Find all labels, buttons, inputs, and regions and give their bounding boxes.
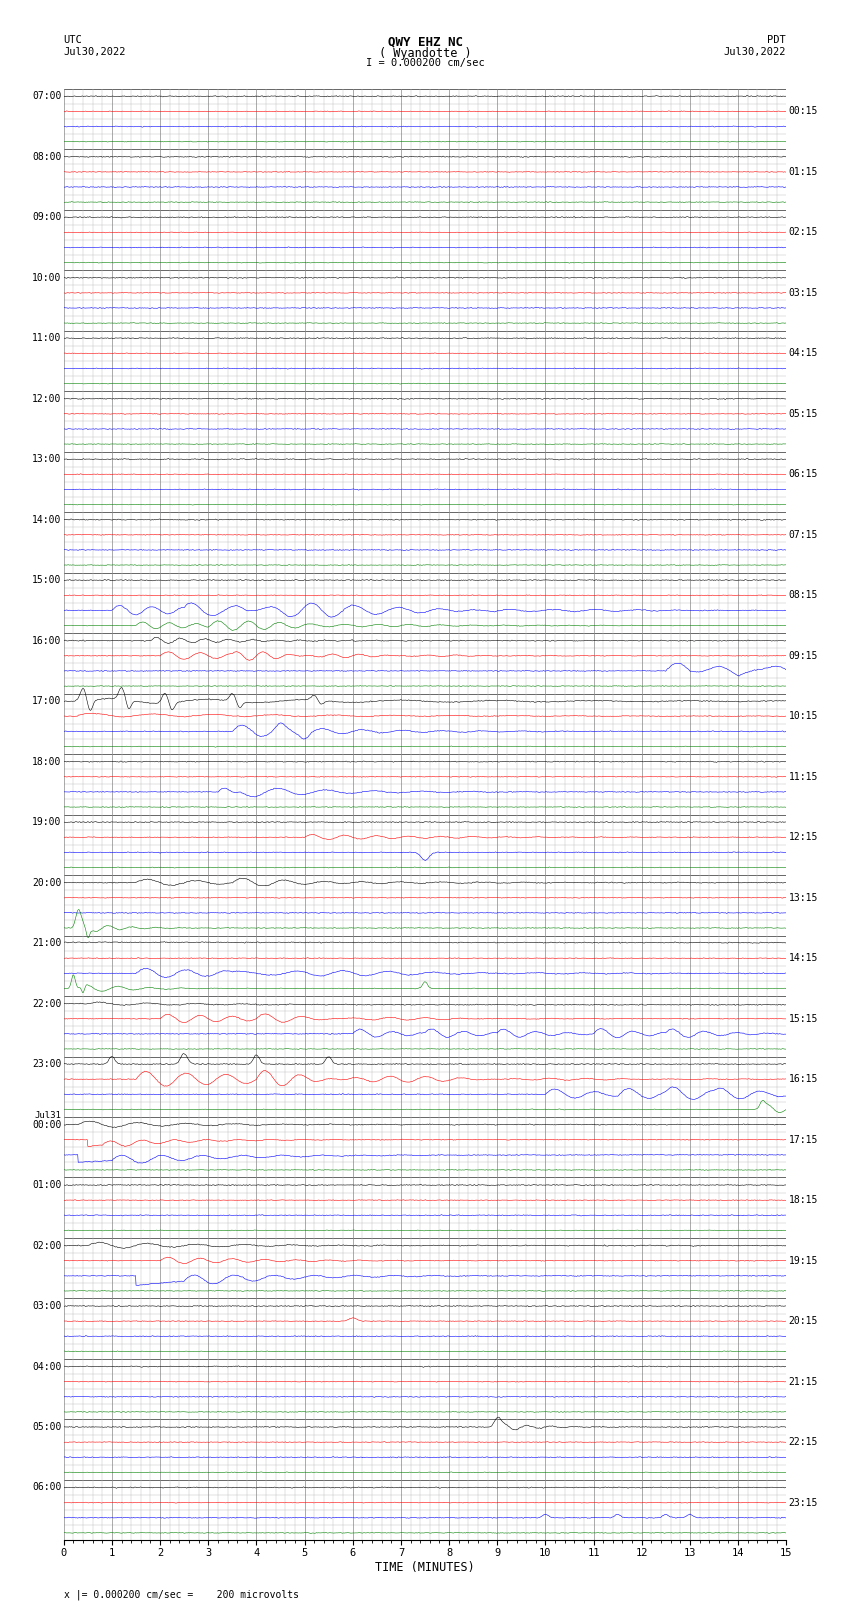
Text: 08:15: 08:15 <box>789 590 818 600</box>
Text: Jul30,2022: Jul30,2022 <box>64 47 127 56</box>
Text: 09:00: 09:00 <box>32 213 61 223</box>
Text: UTC: UTC <box>64 35 82 45</box>
Text: 19:00: 19:00 <box>32 818 61 827</box>
Text: 20:15: 20:15 <box>789 1316 818 1326</box>
Text: 14:00: 14:00 <box>32 515 61 524</box>
Text: 17:00: 17:00 <box>32 697 61 706</box>
Text: 04:00: 04:00 <box>32 1361 61 1371</box>
Text: 14:15: 14:15 <box>789 953 818 963</box>
Text: 08:00: 08:00 <box>32 152 61 161</box>
Text: 13:00: 13:00 <box>32 455 61 465</box>
Text: Jul30,2022: Jul30,2022 <box>723 47 786 56</box>
Text: 02:15: 02:15 <box>789 227 818 237</box>
Text: ( Wyandotte ): ( Wyandotte ) <box>379 47 471 60</box>
Text: PDT: PDT <box>768 35 786 45</box>
Text: 12:00: 12:00 <box>32 394 61 403</box>
Text: 10:15: 10:15 <box>789 711 818 721</box>
Text: 15:15: 15:15 <box>789 1013 818 1024</box>
Text: 16:15: 16:15 <box>789 1074 818 1084</box>
Text: 06:00: 06:00 <box>32 1482 61 1492</box>
Text: 23:15: 23:15 <box>789 1497 818 1508</box>
Text: x |= 0.000200 cm/sec =    200 microvolts: x |= 0.000200 cm/sec = 200 microvolts <box>64 1589 298 1600</box>
Text: 11:00: 11:00 <box>32 334 61 344</box>
Text: 07:00: 07:00 <box>32 92 61 102</box>
Text: 05:00: 05:00 <box>32 1423 61 1432</box>
Text: 00:15: 00:15 <box>789 106 818 116</box>
Text: I = 0.000200 cm/sec: I = 0.000200 cm/sec <box>366 58 484 68</box>
Text: 23:00: 23:00 <box>32 1060 61 1069</box>
Text: Jul31: Jul31 <box>35 1111 61 1119</box>
Text: 04:15: 04:15 <box>789 348 818 358</box>
Text: 21:15: 21:15 <box>789 1376 818 1387</box>
Text: 18:15: 18:15 <box>789 1195 818 1205</box>
Text: 17:15: 17:15 <box>789 1134 818 1145</box>
Text: 20:00: 20:00 <box>32 877 61 887</box>
Text: 09:15: 09:15 <box>789 650 818 661</box>
Text: 12:15: 12:15 <box>789 832 818 842</box>
Text: 16:00: 16:00 <box>32 636 61 645</box>
Text: QWY EHZ NC: QWY EHZ NC <box>388 35 462 48</box>
Text: 18:00: 18:00 <box>32 756 61 766</box>
Text: 13:15: 13:15 <box>789 892 818 903</box>
Text: 22:15: 22:15 <box>789 1437 818 1447</box>
Text: 07:15: 07:15 <box>789 529 818 540</box>
Text: 19:15: 19:15 <box>789 1255 818 1266</box>
Text: 03:00: 03:00 <box>32 1302 61 1311</box>
Text: 10:00: 10:00 <box>32 273 61 282</box>
Text: 02:00: 02:00 <box>32 1240 61 1250</box>
Text: 01:00: 01:00 <box>32 1181 61 1190</box>
Text: 11:15: 11:15 <box>789 771 818 782</box>
Text: 05:15: 05:15 <box>789 408 818 419</box>
X-axis label: TIME (MINUTES): TIME (MINUTES) <box>375 1561 475 1574</box>
Text: 03:15: 03:15 <box>789 287 818 298</box>
Text: 22:00: 22:00 <box>32 998 61 1008</box>
Text: 21:00: 21:00 <box>32 939 61 948</box>
Text: 01:15: 01:15 <box>789 166 818 177</box>
Text: 15:00: 15:00 <box>32 576 61 586</box>
Text: 00:00: 00:00 <box>32 1119 61 1129</box>
Text: 06:15: 06:15 <box>789 469 818 479</box>
